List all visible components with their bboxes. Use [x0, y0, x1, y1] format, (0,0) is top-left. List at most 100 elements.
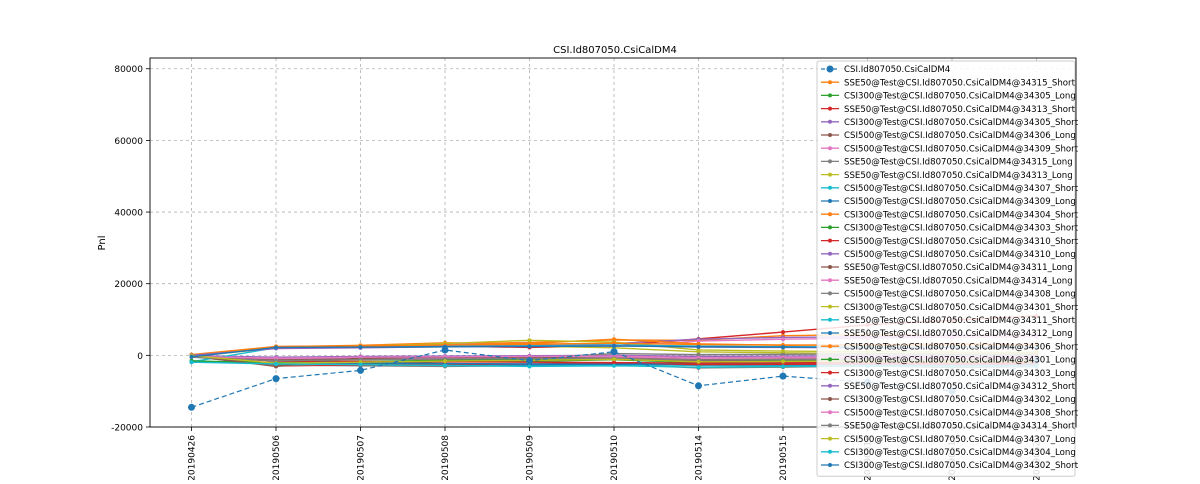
- legend-label: CSI500@Test@CSI.Id807050.CsiCalDM4@34308…: [844, 408, 1079, 418]
- legend-item: SSE50@Test@CSI.Id807050.CsiCalDM4@34313_…: [821, 171, 1073, 181]
- x-tick-label: 20190426: [188, 435, 198, 480]
- legend-label: CSI500@Test@CSI.Id807050.CsiCalDM4@34306…: [844, 131, 1076, 141]
- legend-swatch-marker: [828, 463, 832, 467]
- legend-item: CSI.Id807050.CsiCalDM4: [821, 65, 950, 75]
- legend-swatch-marker: [828, 172, 832, 177]
- data-point: [357, 366, 364, 374]
- legend-item: CSI300@Test@CSI.Id807050.CsiCalDM4@34303…: [821, 369, 1076, 379]
- legend-item: SSE50@Test@CSI.Id807050.CsiCalDM4@34312_…: [821, 382, 1076, 392]
- x-tick-label: 20190510: [610, 435, 620, 480]
- legend-swatch-marker: [828, 317, 832, 322]
- legend-swatch-marker: [828, 119, 832, 124]
- data-point: [526, 357, 533, 365]
- legend-item: CSI500@Test@CSI.Id807050.CsiCalDM4@34309…: [821, 144, 1079, 154]
- legend-swatch-marker: [828, 146, 832, 151]
- data-point: [527, 338, 532, 343]
- legend-item: CSI300@Test@CSI.Id807050.CsiCalDM4@34301…: [821, 303, 1079, 313]
- legend-swatch-marker: [828, 251, 832, 256]
- legend-swatch-marker: [828, 133, 832, 137]
- axes: -20000 0 20000 40000 60000 80000 20190426 20190…: [111, 57, 1077, 481]
- legend-item: CSI500@Test@CSI.Id807050.CsiCalDM4@34309…: [821, 197, 1076, 207]
- data-point: [188, 403, 195, 411]
- data-point: [781, 359, 785, 364]
- legend-item: CSI500@Test@CSI.Id807050.CsiCalDM4@34307…: [821, 184, 1079, 194]
- legend-label: CSI300@Test@CSI.Id807050.CsiCalDM4@34301…: [844, 356, 1076, 366]
- data-point: [781, 364, 785, 369]
- y-tick-label: -20000: [111, 424, 143, 434]
- legend-item: CSI300@Test@CSI.Id807050.CsiCalDM4@34305…: [821, 92, 1076, 102]
- legend-item: CSI300@Test@CSI.Id807050.CsiCalDM4@34301…: [821, 356, 1076, 366]
- data-point: [781, 352, 785, 357]
- data-point: [274, 345, 278, 350]
- legend-swatch-marker: [828, 93, 832, 98]
- legend-label: CSI300@Test@CSI.Id807050.CsiCalDM4@34302…: [844, 461, 1079, 471]
- legend: CSI.Id807050.CsiCalDM4 SSE50@Test@CSI.Id8…: [816, 60, 1079, 477]
- legend-item: SSE50@Test@CSI.Id807050.CsiCalDM4@34314_…: [821, 276, 1073, 286]
- data-point: [612, 363, 616, 368]
- legend-item: CSI300@Test@CSI.Id807050.CsiCalDM4@34303…: [821, 224, 1079, 234]
- legend-label: SSE50@Test@CSI.Id807050.CsiCalDM4@34315_…: [844, 78, 1076, 88]
- x-tick-label: 20190515: [779, 435, 789, 480]
- y-tick-label: 20000: [114, 280, 143, 290]
- legend-item: SSE50@Test@CSI.Id807050.CsiCalDM4@34315_…: [821, 158, 1073, 168]
- legend-item: CSI300@Test@CSI.Id807050.CsiCalDM4@34302…: [821, 395, 1076, 405]
- y-tick-label: 0: [137, 352, 143, 362]
- data-point: [781, 349, 785, 354]
- data-point: [612, 344, 616, 349]
- legend-label: CSI500@Test@CSI.Id807050.CsiCalDM4@34309…: [844, 144, 1079, 154]
- legend-item: CSI500@Test@CSI.Id807050.CsiCalDM4@34310…: [821, 250, 1076, 260]
- data-point: [781, 330, 785, 335]
- legend-item: CSI300@Test@CSI.Id807050.CsiCalDM4@34305…: [821, 118, 1079, 128]
- legend-label: CSI300@Test@CSI.Id807050.CsiCalDM4@34305…: [844, 118, 1079, 128]
- legend-label: SSE50@Test@CSI.Id807050.CsiCalDM4@34311_…: [844, 316, 1076, 326]
- legend-item: CSI500@Test@CSI.Id807050.CsiCalDM4@34308…: [821, 408, 1079, 418]
- legend-swatch-marker: [828, 449, 832, 454]
- x-tick-label: 20190509: [526, 435, 536, 480]
- legend-label: SSE50@Test@CSI.Id807050.CsiCalDM4@34312_…: [844, 329, 1073, 339]
- legend-item: CSI300@Test@CSI.Id807050.CsiCalDM4@34302…: [821, 461, 1079, 471]
- legend-item: SSE50@Test@CSI.Id807050.CsiCalDM4@34314_…: [821, 422, 1076, 432]
- legend-label: CSI.Id807050.CsiCalDM4: [844, 65, 950, 75]
- data-point: [696, 344, 701, 349]
- legend-item: CSI500@Test@CSI.Id807050.CsiCalDM4@34306…: [821, 131, 1076, 141]
- data-point: [441, 346, 449, 354]
- legend-label: CSI300@Test@CSI.Id807050.CsiCalDM4@34305…: [844, 92, 1076, 102]
- legend-label: CSI500@Test@CSI.Id807050.CsiCalDM4@34309…: [844, 197, 1076, 207]
- legend-swatch-marker: [828, 436, 832, 441]
- data-point: [612, 357, 616, 362]
- data-point: [189, 354, 194, 359]
- data-point: [696, 359, 701, 364]
- legend-label: CSI500@Test@CSI.Id807050.CsiCalDM4@34310…: [844, 237, 1079, 247]
- data-point: [610, 348, 618, 356]
- data-point: [695, 382, 702, 390]
- legend-swatch-marker: [828, 291, 832, 296]
- data-point: [274, 361, 278, 366]
- data-point: [189, 360, 194, 365]
- data-point: [612, 337, 616, 342]
- y-tick-label: 80000: [114, 65, 143, 75]
- legend-swatch-marker: [828, 265, 832, 269]
- legend-item: SSE50@Test@CSI.Id807050.CsiCalDM4@34311_…: [821, 316, 1076, 326]
- legend-item: CSI500@Test@CSI.Id807050.CsiCalDM4@34307…: [821, 435, 1076, 445]
- legend-label: CSI300@Test@CSI.Id807050.CsiCalDM4@34303…: [844, 369, 1076, 379]
- data-point: [779, 372, 787, 380]
- data-point: [781, 345, 785, 350]
- legend-box: [816, 60, 1076, 477]
- legend-item: CSI500@Test@CSI.Id807050.CsiCalDM4@34308…: [821, 290, 1076, 300]
- legend-label: SSE50@Test@CSI.Id807050.CsiCalDM4@34315_…: [844, 158, 1073, 168]
- chart-title: CSI.Id807050.CsiCalDM4: [553, 45, 677, 56]
- legend-swatch-marker: [828, 159, 832, 164]
- legend-label: CSI300@Test@CSI.Id807050.CsiCalDM4@34302…: [844, 395, 1076, 405]
- legend-swatch-marker: [828, 278, 832, 283]
- legend-swatch-marker: [828, 357, 832, 362]
- y-axis-label: Pnl: [97, 236, 108, 251]
- legend-label: CSI500@Test@CSI.Id807050.CsiCalDM4@34307…: [844, 435, 1076, 445]
- data-point: [443, 363, 447, 368]
- legend-label: CSI500@Test@CSI.Id807050.CsiCalDM4@34307…: [844, 184, 1079, 194]
- legend-swatch-marker: [828, 383, 832, 388]
- legend-item: CSI500@Test@CSI.Id807050.CsiCalDM4@34310…: [821, 237, 1079, 247]
- data-point: [696, 347, 701, 352]
- legend-label: CSI500@Test@CSI.Id807050.CsiCalDM4@34306…: [844, 342, 1079, 352]
